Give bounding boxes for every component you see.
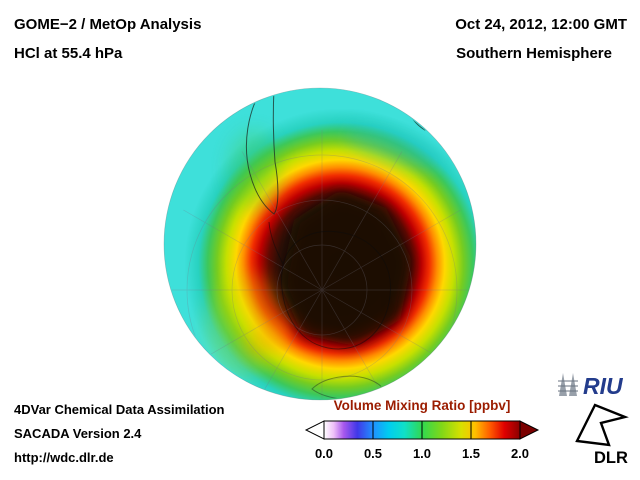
antarctica-outline bbox=[268, 221, 391, 350]
tick-label-3: 1.5 bbox=[462, 446, 480, 461]
antarctic-peninsula bbox=[268, 221, 284, 265]
riu-logo: RIU bbox=[558, 373, 624, 399]
colorbar-tick-labels: 0.0 0.5 1.0 1.5 2.0 bbox=[315, 446, 529, 461]
assimilation-label: 4DVar Chemical Data Assimilation bbox=[14, 402, 225, 417]
tick-label-1: 0.5 bbox=[364, 446, 382, 461]
hemisphere-label: Southern Hemisphere bbox=[456, 45, 612, 62]
datetime-label: Oct 24, 2012, 12:00 GMT bbox=[455, 16, 627, 33]
colorbar-overflow-arrow bbox=[519, 420, 540, 440]
tick-label-0: 0.0 bbox=[315, 446, 333, 461]
tick-label-4: 2.0 bbox=[511, 446, 529, 461]
footer-credits: 4DVar Chemical Data Assimilation SACADA … bbox=[14, 398, 225, 470]
cathedral-icon bbox=[558, 373, 578, 396]
globe-rim bbox=[163, 87, 477, 401]
graticule bbox=[165, 130, 475, 399]
hemisphere-map bbox=[163, 87, 477, 401]
instrument-title: GOME−2 / MetOp Analysis bbox=[14, 16, 202, 33]
species-level-label: HCl at 55.4 hPa bbox=[14, 45, 123, 62]
colorbar-title: Volume Mixing Ratio [ppbv] bbox=[334, 398, 511, 413]
field-texture bbox=[206, 127, 442, 376]
tick-label-2: 1.0 bbox=[413, 446, 431, 461]
version-label: SACADA Version 2.4 bbox=[14, 426, 142, 441]
colorbar: Volume Mixing Ratio [ppbv] 0.0 0.5 1.0 1… bbox=[304, 398, 540, 461]
dlr-logo: DLR bbox=[575, 403, 629, 467]
header-left: GOME−2 / MetOp Analysis HCl at 55.4 hPa bbox=[14, 10, 201, 68]
riu-logo-text: RIU bbox=[583, 373, 624, 399]
colorbar-underflow-arrow bbox=[304, 420, 325, 440]
dlr-emblem-icon bbox=[575, 403, 629, 447]
url-label: http://wdc.dlr.de bbox=[14, 450, 114, 465]
coastline-south-america bbox=[245, 89, 279, 215]
dlr-logo-text: DLR bbox=[594, 449, 628, 467]
colorbar-ticks bbox=[372, 421, 472, 439]
header-right: Oct 24, 2012, 12:00 GMT Southern Hemisph… bbox=[455, 10, 627, 68]
vortex-dark-region bbox=[280, 190, 412, 346]
